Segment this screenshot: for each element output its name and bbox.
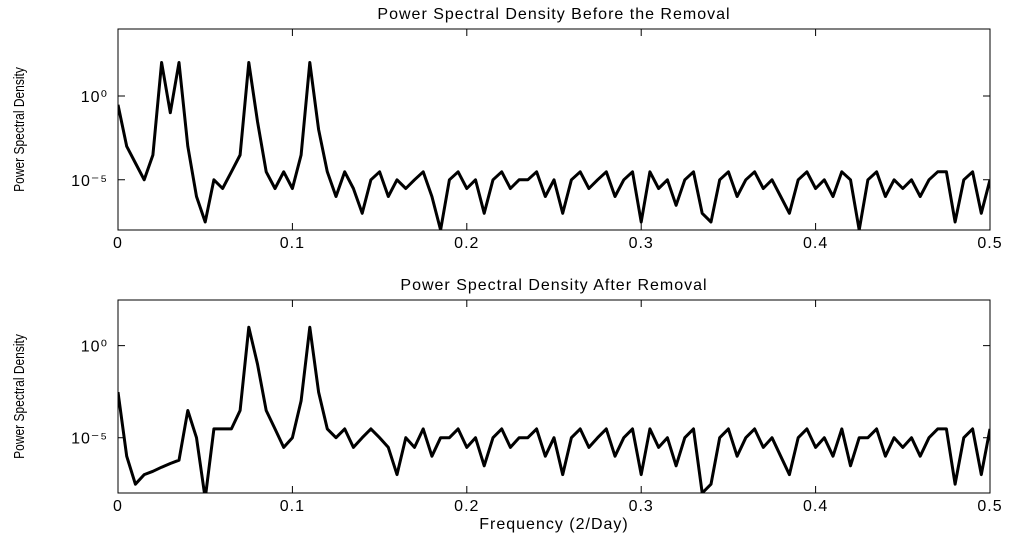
x-tick-label: 0.1 — [280, 498, 305, 515]
y-tick-label: 10⁰ — [81, 339, 108, 356]
x-tick-label: 0.4 — [803, 235, 828, 252]
axes-box — [117, 299, 991, 494]
subplot: Power Spectral Density After Removal Powe… — [11, 277, 1002, 533]
y-axis-label: Power Spectral Density — [11, 334, 28, 459]
x-axis-label: Frequency (2/Day) — [479, 516, 629, 533]
x-tick-label: 0.3 — [629, 235, 654, 252]
psd-line — [118, 325, 990, 493]
y-tick-label: 10⁰ — [81, 89, 108, 106]
chart-title: Power Spectral Density After Removal — [400, 277, 707, 294]
x-tick-label: 0.2 — [454, 498, 479, 515]
psd-line — [118, 61, 990, 230]
axes-box — [117, 28, 991, 231]
x-tick-label: 0.5 — [977, 235, 1002, 252]
x-tick-label: 0.3 — [629, 498, 654, 515]
x-tick-label: 0.5 — [977, 498, 1002, 515]
y-axis-label: Power Spectral Density — [11, 67, 28, 192]
x-tick-label: 0.4 — [803, 498, 828, 515]
x-tick-label: 0 — [113, 235, 123, 252]
x-tick-label: 0.1 — [280, 235, 305, 252]
subplot: Power Spectral Density Before the Remova… — [11, 6, 1002, 252]
y-tick-label: 10⁻⁵ — [71, 173, 108, 190]
chart-title: Power Spectral Density Before the Remova… — [377, 6, 730, 23]
x-tick-label: 0 — [113, 498, 123, 515]
x-tick-label: 0.2 — [454, 235, 479, 252]
y-tick-label: 10⁻⁵ — [71, 431, 108, 448]
